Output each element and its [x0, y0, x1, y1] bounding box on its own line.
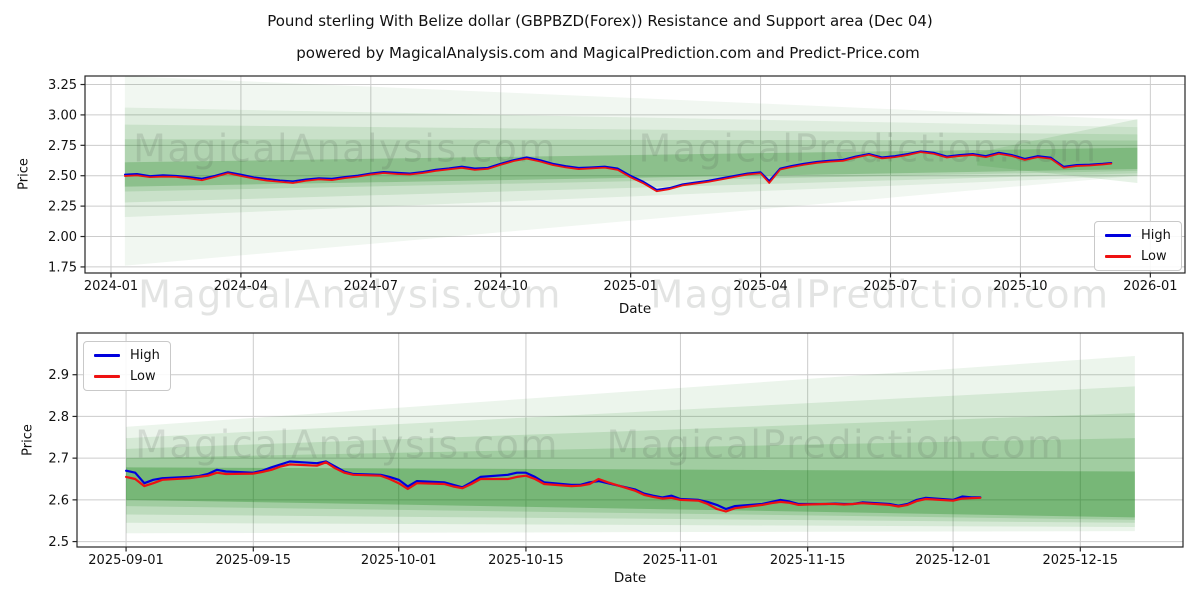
y-tick-label: 2.00: [48, 230, 77, 245]
bottom-x-axis-label: Date: [613, 570, 647, 586]
watermark-text: MagicalAnalysis.com: [133, 127, 557, 171]
low-line-swatch: [94, 375, 120, 378]
x-tick-label: 2025-12-15: [1043, 553, 1119, 568]
bottom-chart-recent-zoom: MagicalAnalysis.com MagicalPrediction.com…: [48, 332, 1184, 568]
support-resistance-band: [124, 76, 1138, 266]
watermark-text: MagicalPrediction.com: [607, 423, 1066, 467]
x-tick-label: 2025-09-01: [88, 553, 164, 568]
watermark-text: MagicalAnalysis.com: [135, 423, 559, 467]
legend-label-high: High: [130, 348, 160, 363]
y-tick-label: 2.25: [48, 200, 77, 215]
legend-item-high: High: [1105, 228, 1171, 243]
support-resistance-band: [977, 119, 1138, 184]
legend-item-low: Low: [1105, 249, 1171, 264]
legend-label-low: Low: [130, 369, 156, 384]
watermark-text: MagicalPrediction.com: [651, 273, 1110, 317]
x-tick-label: 2025-12-01: [915, 553, 991, 568]
legend-label-high: High: [1141, 228, 1171, 243]
high-line-swatch: [1105, 234, 1131, 237]
top-chart-full-history: MagicalAnalysis.com MagicalPrediction.com…: [48, 75, 1186, 317]
y-tick-label: 2.8: [48, 410, 69, 425]
y-tick-label: 3.25: [48, 78, 77, 93]
x-tick-label: 2024-07: [344, 279, 398, 294]
legend-label-low: Low: [1141, 249, 1167, 264]
y-tick-label: 2.7: [48, 452, 69, 467]
x-tick-label: 2025-07: [863, 279, 917, 294]
plot-border: [76, 332, 1184, 548]
x-tick-label: 2024-01: [84, 279, 138, 294]
x-tick-label: 2025-10: [993, 279, 1047, 294]
x-tick-label: 2025-04: [733, 279, 787, 294]
support-resistance-band: [126, 413, 1135, 523]
x-tick-label: 2024-10: [474, 279, 528, 294]
x-tick-label: 2024-04: [214, 279, 268, 294]
x-tick-label: 2025-11-15: [770, 553, 846, 568]
high-line: [123, 150, 1113, 191]
x-tick-label: 2025-10-01: [361, 553, 437, 568]
y-tick-label: 2.75: [48, 139, 77, 154]
top-y-axis-label: Price: [16, 158, 32, 190]
top-x-axis-label: Date: [618, 301, 652, 317]
x-tick-label: 2025-09-15: [216, 553, 292, 568]
support-resistance-band: [124, 139, 1138, 192]
legend-item-high: High: [94, 348, 160, 363]
bottom-chart-legend: High Low: [83, 341, 171, 391]
y-tick-label: 1.75: [48, 260, 77, 275]
plot-border: [84, 75, 1186, 274]
top-chart-legend: High Low: [1094, 221, 1182, 271]
watermark-text: MagicalPrediction.com: [639, 127, 1098, 171]
y-tick-label: 2.9: [48, 368, 69, 383]
support-resistance-band: [124, 107, 1138, 218]
page-title: Pound sterling With Belize dollar (GBPBZ…: [267, 12, 933, 30]
high-line-swatch: [94, 354, 120, 357]
support-resistance-band: [124, 124, 1138, 203]
y-tick-label: 2.6: [48, 493, 69, 508]
x-tick-label: 2025-11-01: [643, 553, 719, 568]
support-resistance-band: [126, 386, 1135, 527]
watermark-text: MagicalAnalysis.com: [138, 273, 562, 317]
low-line: [124, 461, 982, 513]
y-tick-label: 2.5: [48, 535, 69, 550]
page-subtitle: powered by MagicalAnalysis.com and Magic…: [296, 44, 920, 62]
y-tick-label: 3.00: [48, 108, 77, 123]
bottom-y-axis-label: Price: [20, 424, 36, 456]
support-resistance-band: [126, 438, 1135, 520]
x-tick-label: 2026-01: [1123, 279, 1177, 294]
legend-item-low: Low: [94, 369, 160, 384]
x-tick-label: 2025-01: [604, 279, 658, 294]
low-line: [123, 151, 1113, 193]
support-resistance-band: [126, 355, 1135, 534]
y-tick-label: 2.50: [48, 169, 77, 184]
low-line-swatch: [1105, 255, 1131, 258]
x-tick-label: 2025-10-15: [488, 553, 564, 568]
